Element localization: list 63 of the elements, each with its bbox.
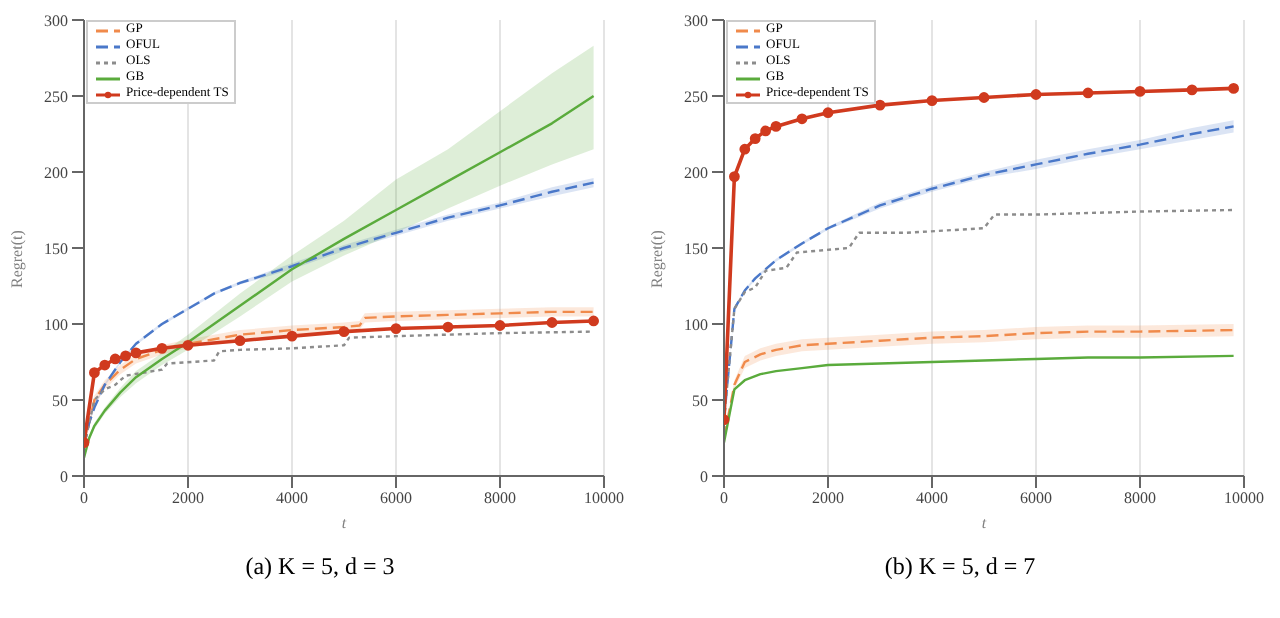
point bbox=[822, 107, 834, 119]
line-series bbox=[724, 354, 1235, 444]
y-tick-label: 150 bbox=[684, 239, 708, 258]
x-tick-label: 10000 bbox=[1224, 489, 1264, 508]
x-tick-label: 0 bbox=[80, 489, 88, 508]
x-tick-label: 8000 bbox=[1124, 489, 1156, 508]
y-tick-label: 0 bbox=[60, 467, 68, 486]
text: (b) K = 5, d = 7 bbox=[882, 552, 1038, 582]
y-tick-label: 50 bbox=[692, 391, 708, 410]
point bbox=[926, 95, 938, 106]
y-tick-label: 150 bbox=[44, 239, 68, 258]
point bbox=[749, 133, 761, 144]
y-tick-label: 300 bbox=[684, 11, 708, 30]
point bbox=[588, 315, 599, 327]
y-tick-label: 0 bbox=[700, 467, 708, 486]
x-tick-label: 4000 bbox=[916, 489, 948, 508]
text: (a) K = 5, d = 3 bbox=[243, 552, 397, 582]
point bbox=[442, 321, 454, 333]
point bbox=[390, 323, 402, 334]
point bbox=[729, 171, 740, 182]
x-tick-label: 0 bbox=[720, 489, 728, 508]
x-tick-label: 2000 bbox=[812, 489, 844, 508]
x-tick-label: 10000 bbox=[584, 489, 624, 508]
x-tick-label: 6000 bbox=[380, 489, 412, 508]
x-axis-title: t bbox=[341, 514, 348, 532]
point bbox=[234, 335, 246, 347]
point bbox=[338, 326, 350, 337]
point bbox=[286, 330, 298, 342]
point bbox=[1030, 89, 1042, 100]
point bbox=[1134, 86, 1146, 97]
x-tick-label: 4000 bbox=[276, 489, 308, 508]
point bbox=[1082, 87, 1094, 99]
point bbox=[130, 347, 142, 359]
point bbox=[1186, 84, 1198, 96]
y-axis-title: Regret(t) bbox=[7, 229, 26, 288]
y-tick-label: 100 bbox=[44, 315, 68, 334]
y-tick-label: 100 bbox=[684, 315, 708, 334]
y-tick-label: 200 bbox=[684, 163, 708, 182]
y-tick-label: 300 bbox=[44, 11, 68, 30]
x-axis-title: t bbox=[981, 514, 988, 532]
x-tick-label: 8000 bbox=[484, 489, 516, 508]
point bbox=[109, 353, 121, 365]
y-tick-label: 200 bbox=[44, 163, 68, 182]
point bbox=[1228, 83, 1239, 94]
point bbox=[182, 339, 194, 351]
point bbox=[494, 320, 506, 331]
point bbox=[89, 367, 100, 379]
point bbox=[796, 113, 808, 125]
y-tick-label: 250 bbox=[44, 87, 68, 106]
point bbox=[156, 342, 168, 354]
point bbox=[120, 350, 131, 362]
x-tick-label: 2000 bbox=[172, 489, 204, 508]
x-tick-label: 6000 bbox=[1020, 489, 1052, 508]
point bbox=[546, 317, 558, 328]
point bbox=[739, 143, 751, 155]
y-axis-title: Regret(t) bbox=[647, 229, 666, 288]
point bbox=[760, 125, 771, 137]
point bbox=[874, 99, 886, 111]
point bbox=[99, 359, 111, 371]
y-tick-label: 250 bbox=[684, 87, 708, 106]
y-tick-label: 50 bbox=[52, 391, 68, 410]
point bbox=[978, 92, 990, 103]
point bbox=[770, 121, 782, 132]
